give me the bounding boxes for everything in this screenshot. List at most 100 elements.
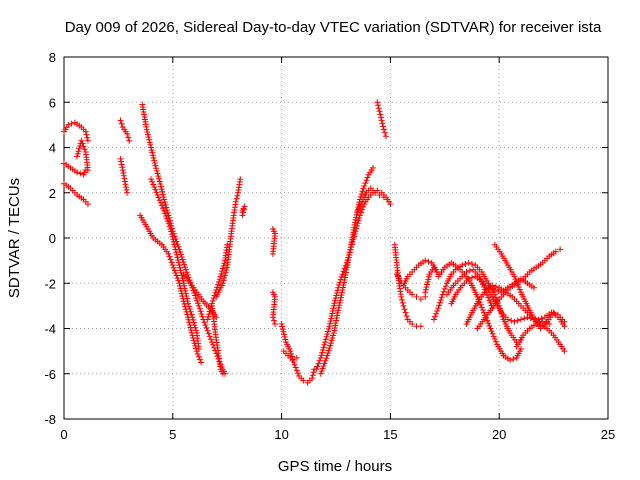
data-point xyxy=(329,310,336,317)
data-point xyxy=(335,304,342,311)
data-point xyxy=(193,327,200,334)
data-point xyxy=(157,199,164,206)
data-point xyxy=(269,314,276,321)
data-point xyxy=(508,317,515,324)
data-point xyxy=(469,261,475,268)
data-point xyxy=(338,273,345,280)
data-point xyxy=(339,271,346,278)
data-point xyxy=(328,313,335,320)
y-tick-label: 0 xyxy=(49,231,56,246)
data-point xyxy=(321,360,328,367)
data-point xyxy=(485,294,492,301)
data-point xyxy=(417,296,424,303)
data-point xyxy=(324,331,331,338)
data-point xyxy=(147,141,154,148)
data-point xyxy=(161,199,168,206)
data-point xyxy=(425,258,432,265)
data-point xyxy=(123,184,130,191)
data-point xyxy=(327,342,334,349)
data-point xyxy=(322,357,329,364)
data-point xyxy=(175,259,182,266)
data-point xyxy=(309,372,316,379)
data-point xyxy=(84,201,91,208)
data-point xyxy=(316,357,323,364)
data-point xyxy=(281,333,288,340)
data-point xyxy=(162,201,169,208)
data-point xyxy=(400,302,407,309)
data-point xyxy=(521,315,528,322)
data-point xyxy=(153,167,160,174)
data-point xyxy=(197,356,203,363)
data-point xyxy=(170,264,177,271)
data-point xyxy=(120,172,127,179)
data-point xyxy=(154,170,161,177)
data-point xyxy=(338,289,345,296)
data-point xyxy=(202,322,209,329)
data-point xyxy=(148,176,155,183)
data-point xyxy=(542,319,549,326)
data-point xyxy=(325,350,332,357)
data-point xyxy=(354,209,361,216)
data-point xyxy=(125,134,132,141)
data-point xyxy=(504,316,511,323)
data-point xyxy=(430,316,437,323)
data-point xyxy=(417,323,424,330)
data-point xyxy=(435,305,442,312)
data-point xyxy=(165,250,172,257)
data-point xyxy=(377,111,384,118)
data-point xyxy=(424,278,431,285)
data-point xyxy=(289,357,296,364)
data-point xyxy=(319,349,326,356)
data-point xyxy=(484,317,491,324)
data-point xyxy=(160,193,167,200)
data-point xyxy=(270,317,277,324)
data-point xyxy=(374,99,381,106)
data-point xyxy=(222,269,229,276)
data-point xyxy=(117,155,124,162)
data-point xyxy=(489,330,496,337)
data-point xyxy=(492,283,499,290)
data-point xyxy=(434,307,441,314)
data-point xyxy=(442,283,449,290)
data-point xyxy=(194,300,201,307)
data-point xyxy=(398,293,405,300)
data-point xyxy=(185,303,192,310)
data-point xyxy=(409,291,416,298)
data-point xyxy=(153,189,160,196)
data-point xyxy=(359,188,366,195)
data-point xyxy=(487,299,494,306)
data-point xyxy=(425,273,432,280)
data-point xyxy=(162,213,169,220)
data-point xyxy=(325,325,332,332)
data-point xyxy=(175,256,182,263)
data-point xyxy=(328,315,335,322)
data-point xyxy=(169,233,176,240)
data-point xyxy=(293,354,300,361)
data-point xyxy=(491,336,498,343)
data-point xyxy=(181,285,188,292)
data-point xyxy=(337,294,344,301)
data-point xyxy=(354,220,361,227)
data-point xyxy=(364,174,371,181)
data-point xyxy=(220,277,227,284)
data-point xyxy=(280,328,287,335)
data-point xyxy=(191,322,198,329)
data-point xyxy=(183,269,190,276)
data-point xyxy=(190,316,197,323)
x-tick-label: 0 xyxy=(60,427,67,442)
data-point xyxy=(183,295,190,302)
data-point xyxy=(317,354,324,361)
data-point xyxy=(159,188,166,195)
data-point xyxy=(201,319,208,326)
data-point xyxy=(195,345,202,352)
data-point xyxy=(539,318,546,325)
x-tick-label: 5 xyxy=(169,427,176,442)
data-point xyxy=(219,370,226,377)
data-point xyxy=(233,195,240,202)
data-point xyxy=(83,131,90,138)
data-point xyxy=(317,370,324,377)
data-point xyxy=(148,144,155,151)
data-point xyxy=(322,336,329,343)
data-point xyxy=(330,302,337,309)
